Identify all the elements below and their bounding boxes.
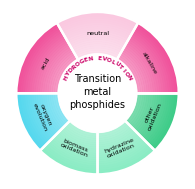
Text: acid: acid bbox=[41, 56, 51, 70]
Text: neutral: neutral bbox=[86, 31, 109, 36]
Wedge shape bbox=[25, 21, 170, 93]
Wedge shape bbox=[33, 29, 162, 93]
Wedge shape bbox=[25, 93, 170, 166]
Wedge shape bbox=[42, 93, 153, 149]
Wedge shape bbox=[40, 35, 155, 93]
Wedge shape bbox=[48, 44, 147, 93]
Text: I: I bbox=[121, 68, 126, 73]
Wedge shape bbox=[16, 93, 70, 150]
Wedge shape bbox=[38, 33, 157, 93]
Wedge shape bbox=[48, 93, 147, 143]
Text: Transition
metal
phosphides: Transition metal phosphides bbox=[69, 74, 126, 110]
Text: O: O bbox=[75, 61, 82, 68]
Wedge shape bbox=[57, 93, 138, 134]
Text: O: O bbox=[123, 70, 130, 77]
Wedge shape bbox=[98, 121, 155, 174]
Wedge shape bbox=[40, 121, 98, 174]
Wedge shape bbox=[27, 93, 168, 164]
Wedge shape bbox=[27, 23, 168, 93]
Text: N: N bbox=[125, 75, 132, 81]
Wedge shape bbox=[57, 12, 138, 60]
Wedge shape bbox=[44, 40, 151, 93]
Wedge shape bbox=[31, 93, 164, 159]
Text: D: D bbox=[68, 67, 75, 74]
Wedge shape bbox=[50, 46, 145, 93]
Text: E: E bbox=[83, 57, 89, 63]
Wedge shape bbox=[23, 93, 172, 168]
Wedge shape bbox=[23, 19, 172, 93]
Wedge shape bbox=[38, 93, 157, 153]
Wedge shape bbox=[52, 93, 143, 138]
Wedge shape bbox=[52, 48, 143, 93]
Wedge shape bbox=[35, 31, 160, 93]
Text: V: V bbox=[102, 56, 107, 62]
Wedge shape bbox=[50, 93, 145, 140]
Text: R: R bbox=[71, 64, 78, 70]
Wedge shape bbox=[35, 93, 160, 155]
Text: alkaline: alkaline bbox=[141, 51, 157, 76]
Wedge shape bbox=[33, 93, 162, 157]
Text: N: N bbox=[88, 56, 94, 62]
Circle shape bbox=[59, 54, 136, 132]
Wedge shape bbox=[55, 93, 140, 136]
Text: O: O bbox=[105, 57, 112, 64]
Text: L: L bbox=[110, 59, 116, 65]
Text: Y: Y bbox=[65, 71, 72, 77]
Wedge shape bbox=[125, 93, 179, 150]
Wedge shape bbox=[29, 25, 166, 93]
Text: H: H bbox=[63, 75, 70, 81]
Text: biomass
oxidation: biomass oxidation bbox=[59, 138, 90, 159]
Text: E: E bbox=[98, 56, 102, 61]
Wedge shape bbox=[44, 93, 151, 147]
Wedge shape bbox=[42, 37, 153, 93]
Wedge shape bbox=[46, 93, 149, 145]
Wedge shape bbox=[117, 23, 179, 93]
Wedge shape bbox=[16, 23, 78, 93]
Text: hydrazine
oxidation: hydrazine oxidation bbox=[104, 137, 137, 159]
Wedge shape bbox=[29, 93, 166, 162]
Wedge shape bbox=[40, 93, 155, 151]
Wedge shape bbox=[31, 27, 164, 93]
Text: T: T bbox=[117, 64, 124, 70]
Circle shape bbox=[68, 64, 127, 122]
Wedge shape bbox=[46, 42, 149, 93]
Wedge shape bbox=[57, 52, 138, 93]
Text: U: U bbox=[113, 61, 120, 68]
Text: oxygen
evolution: oxygen evolution bbox=[32, 100, 53, 132]
Text: other
oxidation: other oxidation bbox=[142, 100, 163, 132]
Text: G: G bbox=[79, 59, 85, 65]
Wedge shape bbox=[55, 50, 140, 93]
